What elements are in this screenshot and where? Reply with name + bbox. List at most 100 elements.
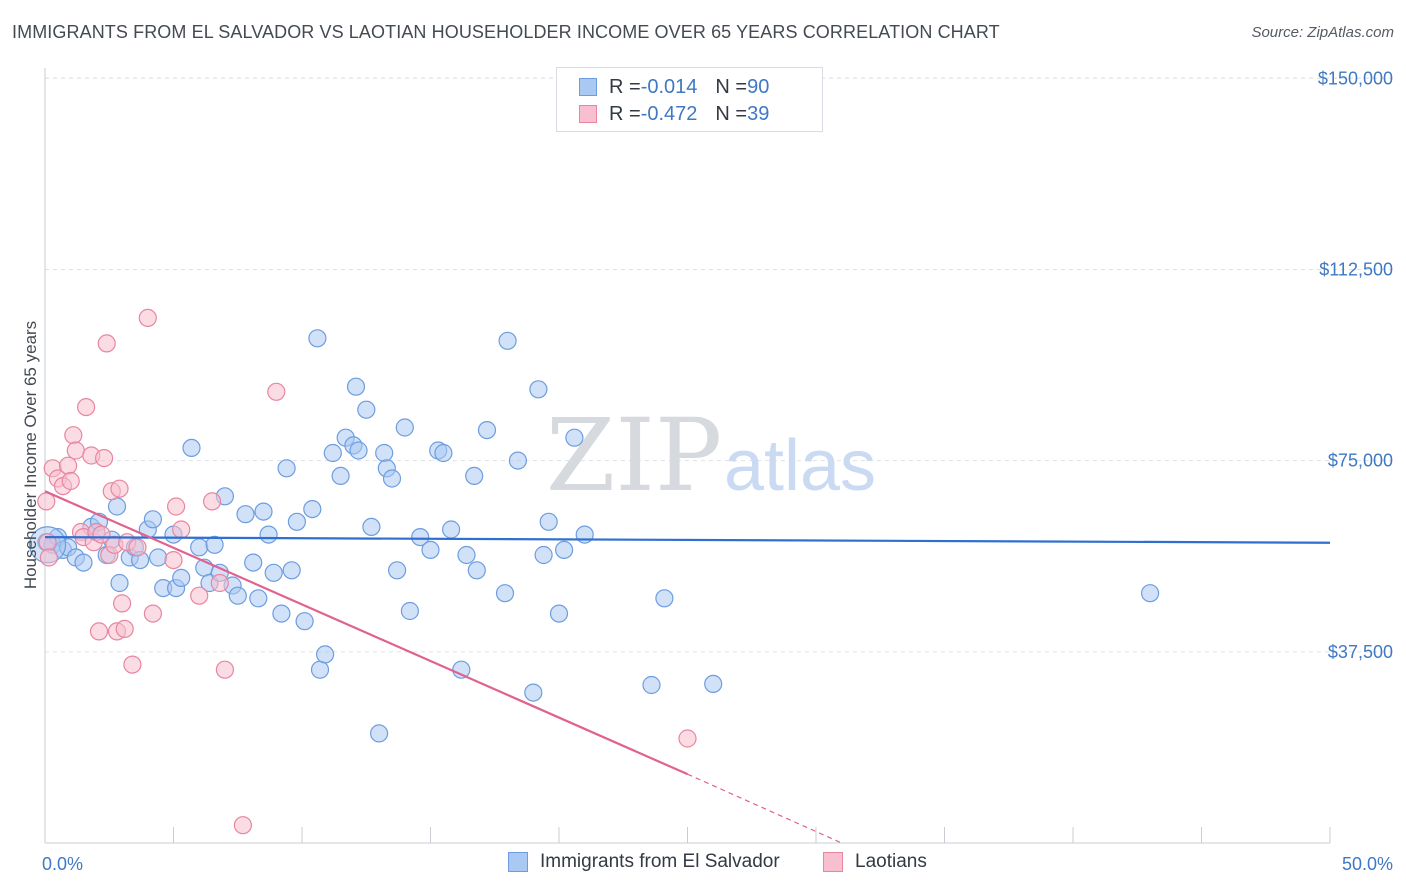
- el-salvador-point: [172, 568, 191, 588]
- laotian-trend-line: [44, 490, 688, 776]
- el-salvador-point: [316, 645, 335, 664]
- el-salvador-point: [74, 553, 93, 572]
- laotian-point: [112, 594, 132, 613]
- x-tick-labels: 0.0% 50.0%: [42, 854, 1393, 874]
- laotian-point: [64, 426, 83, 445]
- el-salvador-point: [259, 525, 278, 544]
- laotian-point: [39, 548, 59, 567]
- el-salvador-point: [495, 584, 515, 603]
- el-salvador-point: [498, 331, 517, 350]
- el-salvador-point: [190, 538, 209, 557]
- legend-swatch-blue: [579, 78, 597, 96]
- el-salvador-point: [539, 512, 558, 531]
- bottom-legend-el-salvador: Immigrants from El Salvador: [508, 851, 780, 873]
- legend-r-label: R =: [609, 102, 641, 125]
- legend-n-value: 90: [747, 75, 770, 98]
- laotian-point: [233, 816, 252, 835]
- el-salvador-point: [143, 510, 162, 529]
- legend-n-label: N =: [715, 75, 748, 98]
- el-salvador-point: [400, 601, 419, 621]
- el-salvador-point: [205, 535, 224, 554]
- el-salvador-point: [323, 443, 342, 463]
- el-salvador-trend-line: [44, 536, 1331, 544]
- laotian-point: [167, 497, 186, 516]
- laotian-trend-extension: [687, 773, 842, 844]
- laotian-point: [172, 520, 191, 539]
- legend-r-label: R =: [609, 75, 641, 98]
- el-salvador-point: [1140, 584, 1160, 603]
- el-salvador-point: [107, 497, 127, 516]
- laotian-point: [164, 550, 183, 570]
- y-tick-label: $37,500: [1328, 642, 1393, 662]
- legend-row-el-salvador: R = -0.014 N = 90: [579, 73, 769, 101]
- el-salvador-point: [236, 505, 255, 524]
- laotian-point: [58, 456, 78, 475]
- el-salvador-point: [182, 438, 201, 457]
- laotian-point: [123, 655, 142, 674]
- laotian-point: [215, 660, 234, 679]
- el-salvador-point: [375, 443, 394, 463]
- bottom-legend-label-laotians: Laotians: [855, 851, 927, 872]
- el-salvador-point: [465, 466, 484, 485]
- el-salvador-point: [357, 400, 376, 419]
- y-axis-label: Householder Income Over 65 years: [21, 321, 40, 589]
- watermark-zip: ZIP: [546, 397, 722, 514]
- laotian-point: [66, 441, 85, 460]
- el-salvador-point: [303, 500, 322, 519]
- el-salvador-point: [554, 540, 574, 560]
- legend-row-laotians: R = -0.472 N = 39: [579, 100, 769, 128]
- el-salvador-point: [529, 380, 548, 399]
- el-salvador-point: [457, 545, 476, 565]
- el-salvador-point: [244, 553, 263, 572]
- el-salvador-point: [249, 589, 268, 608]
- legend-r-value: -0.472: [640, 102, 698, 125]
- el-salvador-point: [508, 451, 528, 470]
- el-salvador-point: [308, 329, 327, 348]
- laotian-point: [92, 525, 111, 544]
- el-salvador-point: [524, 683, 543, 702]
- watermark-atlas: atlas: [724, 426, 876, 506]
- el-salvador-point: [534, 545, 553, 565]
- el-salvador-point: [264, 563, 283, 582]
- el-salvador-point: [370, 724, 389, 743]
- el-salvador-point: [362, 517, 381, 537]
- el-salvador-point: [295, 612, 314, 631]
- el-salvador-point: [467, 561, 486, 580]
- laotian-point: [267, 382, 286, 401]
- el-salvador-point: [655, 589, 674, 608]
- el-salvador-point: [272, 604, 291, 623]
- laotian-point: [128, 538, 147, 557]
- y-tick-label: $112,500: [1319, 259, 1393, 279]
- series-laotians-points: [37, 308, 697, 835]
- trend-lines: [44, 490, 1331, 844]
- el-salvador-point: [565, 428, 584, 447]
- correlation-legend: R = -0.014 N = 90 R = -0.472 N = 39: [556, 67, 823, 132]
- x-tick-label-end: 50.0%: [1342, 854, 1393, 874]
- y-tick-labels: $37,500 $75,000 $112,500 $150,000: [1318, 68, 1393, 662]
- legend-n-value: 39: [747, 102, 770, 125]
- laotian-point: [89, 622, 109, 641]
- laotian-point: [190, 586, 209, 605]
- laotian-point: [76, 398, 96, 417]
- laotian-point: [210, 573, 229, 593]
- el-salvador-point: [704, 674, 723, 694]
- el-salvador-point: [346, 377, 366, 396]
- bottom-legend-swatch-pink: [823, 852, 843, 872]
- legend-r-value: -0.014: [640, 75, 698, 98]
- el-salvador-point: [228, 586, 247, 605]
- chart-title: IMMIGRANTS FROM EL SALVADOR VS LAOTIAN H…: [12, 22, 1000, 42]
- el-salvador-point: [149, 548, 168, 567]
- el-salvador-point: [349, 441, 368, 460]
- el-salvador-point: [549, 604, 569, 623]
- series-el-salvador-points: [28, 329, 1160, 743]
- y-tick-label: $150,000: [1318, 68, 1393, 88]
- el-salvador-point: [287, 512, 306, 531]
- laotian-point: [94, 449, 114, 468]
- laotian-point: [678, 729, 697, 748]
- source-label: Source: ZipAtlas.com: [1251, 24, 1394, 41]
- el-salvador-point: [642, 675, 661, 695]
- el-salvador-point: [434, 443, 453, 463]
- watermark: ZIP atlas: [546, 397, 876, 514]
- laotian-point: [115, 619, 134, 639]
